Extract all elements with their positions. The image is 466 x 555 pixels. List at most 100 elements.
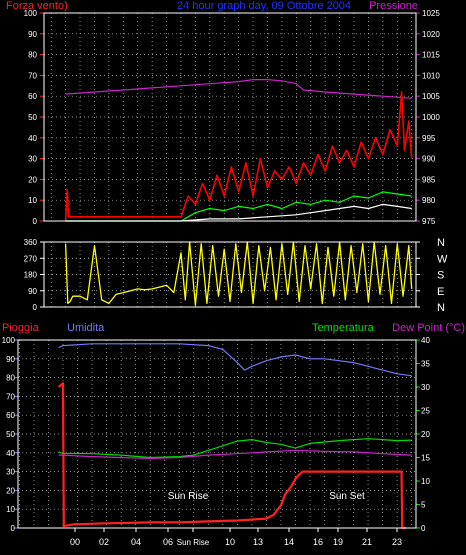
right-tick-label: 1015 — [422, 51, 440, 60]
temperature-series-line — [58, 438, 412, 459]
average-series-line — [65, 203, 412, 222]
right-tick-label: 1000 — [422, 113, 440, 122]
right-tick-label: 1005 — [422, 92, 440, 101]
pressure-right-ticks: 1025 1020 1015 1010 1005 1000 995 990 985 980 975 — [416, 9, 440, 226]
rain-humidity-temperature-chart: Pioggia Umidita Temperatura Dew Point (°… — [2, 322, 465, 547]
right-tick-label: 990 — [422, 155, 436, 164]
time-tick-label: 13 — [253, 537, 263, 547]
left-tick-label: 90 — [28, 30, 37, 39]
right-tick-label: 0 — [421, 524, 426, 533]
rain-humidity-temp-series — [57, 343, 412, 530]
green-series-line — [65, 191, 412, 222]
left-tick-label: 70 — [6, 392, 15, 401]
rain-frame — [17, 339, 417, 529]
sun-set-annotation: Sun Set — [329, 491, 365, 502]
rain-series-line — [57, 382, 406, 530]
direction-frame — [43, 241, 417, 308]
left-tick-label: 10 — [6, 505, 15, 514]
left-tick-label: 270 — [24, 254, 38, 263]
direction-grid — [44, 242, 416, 307]
humidity-series-line — [58, 343, 412, 377]
time-tick-label: Sun Rise — [177, 538, 210, 547]
direction-left-ticks: 360 270 180 90 0 — [24, 238, 44, 312]
time-tick-label: 23 — [392, 537, 402, 547]
right-tick-label: 1020 — [422, 30, 440, 39]
pressure-series-line — [65, 78, 412, 99]
left-tick-label: 180 — [24, 271, 38, 280]
left-tick-label: 30 — [28, 155, 37, 164]
chart-title: 24 hour graph day, 09 Ottobre 2004 — [177, 0, 351, 12]
left-tick-label: 0 — [11, 524, 16, 533]
time-tick-label: 10 — [225, 537, 235, 547]
right-tick-label: E — [437, 286, 444, 298]
left-tick-label: 60 — [28, 92, 37, 101]
left-tick-label: 90 — [6, 355, 15, 364]
left-tick-label: 40 — [28, 134, 37, 143]
sun-rise-annotation: Sun Rise — [168, 491, 209, 502]
time-tick-label: 04 — [131, 537, 141, 547]
wind-grid — [44, 13, 416, 221]
right-tick-label: 10 — [421, 477, 430, 486]
dewpoint-series-line — [58, 449, 412, 459]
rain-title: Pioggia — [2, 322, 40, 334]
right-tick-label: N — [437, 237, 445, 249]
right-tick-label: 980 — [422, 196, 436, 205]
left-tick-label: 100 — [24, 9, 38, 18]
pressure-right-title: Pressione — [369, 0, 418, 12]
time-tick-label: 14 — [284, 537, 294, 547]
left-tick-label: 80 — [6, 374, 15, 383]
time-tick-label: 02 — [99, 537, 109, 547]
left-tick-label: 80 — [28, 51, 37, 60]
time-tick-label: 06 — [163, 537, 173, 547]
left-tick-label: 50 — [6, 430, 15, 439]
right-tick-label: 15 — [421, 454, 430, 463]
temperature-right-ticks: 40 35 30 25 20 15 10 5 0 — [416, 336, 430, 533]
time-tick-label: 19 — [333, 537, 343, 547]
left-tick-label: 70 — [28, 71, 37, 80]
right-tick-label: W — [437, 253, 448, 265]
time-axis-ticks: 00 02 04 06 Sun Rise 10 13 14 16 19 21 23 — [70, 528, 402, 547]
left-tick-label: 0 — [33, 303, 38, 312]
wind-series — [64, 78, 413, 222]
wind-left-title: Forza vento) — [6, 0, 68, 12]
temperature-title: Temperatura — [312, 322, 375, 334]
wind-pressure-chart: Forza vento) 24 hour graph day, 09 Ottob… — [6, 0, 440, 226]
right-tick-label: 40 — [421, 336, 430, 345]
left-tick-label: 50 — [28, 113, 37, 122]
left-tick-label: 20 — [6, 486, 15, 495]
right-tick-label: 985 — [422, 175, 436, 184]
left-tick-label: 100 — [2, 336, 16, 345]
wind-frame — [43, 12, 417, 222]
left-tick-label: 20 — [28, 175, 37, 184]
time-tick-label: 00 — [70, 537, 80, 547]
time-tick-label: 16 — [313, 537, 323, 547]
direction-series — [64, 241, 413, 306]
right-tick-label: 1025 — [422, 9, 440, 18]
dewpoint-title: Dew Point (°C) — [392, 322, 465, 334]
right-tick-label: N — [437, 302, 445, 314]
gust-series-line — [64, 91, 413, 222]
right-tick-label: 5 — [421, 501, 426, 510]
right-tick-label: 1010 — [422, 71, 440, 80]
direction-series-line — [64, 241, 413, 306]
humidity-title: Umidita — [67, 322, 105, 334]
right-tick-label: 25 — [421, 407, 430, 416]
left-tick-label: 0 — [33, 217, 38, 226]
time-tick-label: 21 — [362, 537, 372, 547]
right-tick-label: 30 — [421, 383, 430, 392]
left-tick-label: 60 — [6, 411, 15, 420]
right-tick-label: 35 — [421, 360, 430, 369]
left-tick-label: 360 — [24, 238, 38, 247]
left-tick-label: 90 — [28, 287, 37, 296]
left-tick-label: 30 — [6, 468, 15, 477]
right-tick-label: 975 — [422, 217, 436, 226]
left-tick-label: 10 — [28, 196, 37, 205]
left-tick-label: 40 — [6, 449, 15, 458]
right-tick-label: 20 — [421, 430, 430, 439]
right-tick-label: S — [437, 270, 444, 282]
